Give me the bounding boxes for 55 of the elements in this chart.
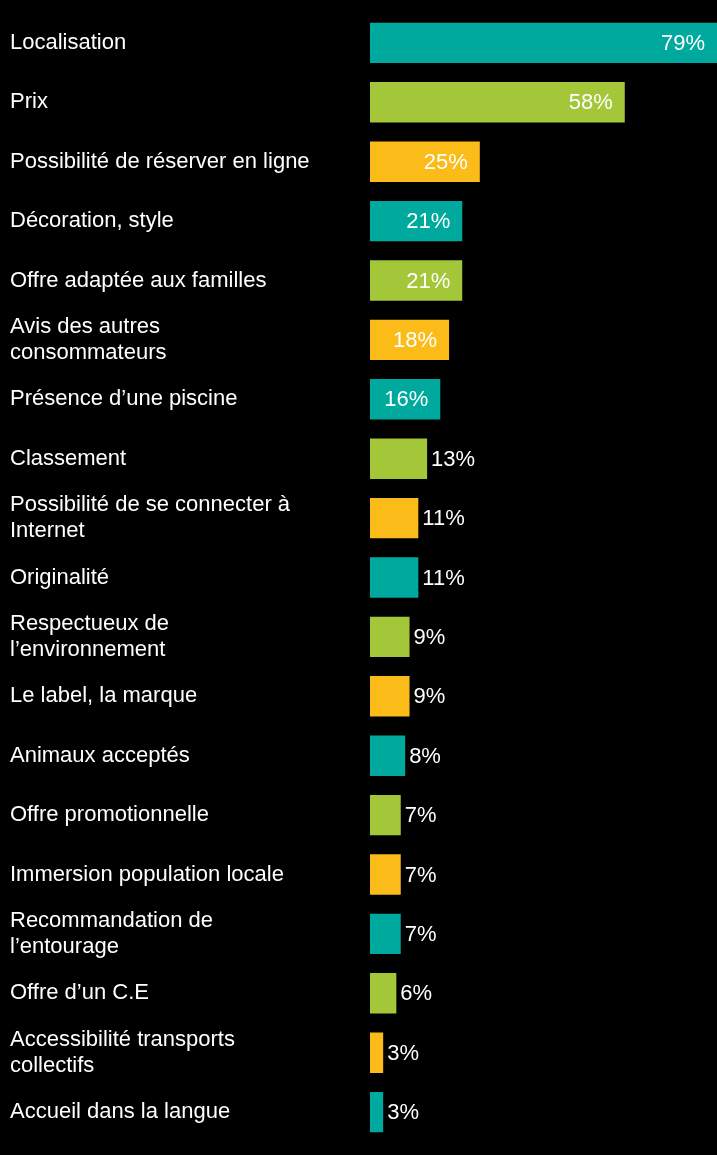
y-tick-label: Offre d’un C.E [10,979,149,1005]
y-tick-label: Immersion population locale [10,860,284,886]
data-label: 18% [393,326,438,352]
bar [370,22,717,64]
y-tick-label: Possibilité de réserver en ligne [10,147,310,173]
y-tick-label: Offre adaptée aux familles [10,266,267,292]
data-label: 13% [431,445,476,471]
bar [370,141,480,182]
bar [370,794,401,836]
y-tick-label: Prix [10,88,48,114]
y-tick-label: Décoration, style [10,207,174,233]
data-label: 79% [660,29,705,55]
y-tick-label: Originalité [10,563,110,589]
bar [370,616,410,658]
y-tick-label: Offre promotionnelle [10,801,209,827]
bar [370,82,625,123]
bar [370,735,406,776]
y-tick-label: Le label, la marque [10,682,198,708]
data-label: 25% [423,148,468,174]
data-label: 3% [387,1099,419,1125]
bar [370,676,410,717]
bar [370,260,463,301]
bar [370,1032,384,1073]
data-label: 58% [568,89,613,115]
bar [370,497,419,539]
y-tick-label: Recommandation de l’entourage [10,906,214,959]
bar [370,557,419,598]
y-tick-label: Accessibilité transports collectifs [10,1025,235,1077]
data-label: 9% [413,623,446,649]
bar [370,438,428,479]
data-label: 7% [404,920,437,946]
data-label: 8% [409,742,441,768]
y-tick-label: Avis des autres consommateurs [10,312,167,365]
y-tick-label: Animaux acceptés [10,741,190,767]
bar [370,973,397,1014]
y-tick-label: Respectueux de l’environnement [10,609,169,662]
bar [370,200,463,242]
data-label: 6% [400,980,433,1006]
data-label: 16% [384,386,429,412]
y-tick-label: Possibilité de se connecter à Internet [10,490,291,543]
y-tick-label: Accueil dans la langue [10,1098,231,1124]
data-label: 7% [404,802,437,828]
bar [370,913,401,955]
y-tick-label: Localisation [10,28,127,54]
data-label: 11% [422,564,465,590]
data-label: 9% [413,683,446,709]
data-label: 3% [387,1039,419,1065]
bar [370,1091,384,1133]
y-tick-label: Présence d’une piscine [10,385,238,411]
data-label: 21% [406,267,451,293]
data-label: 11% [422,505,465,531]
data-label: 7% [404,861,437,887]
data-label: 21% [406,208,451,234]
y-tick-label: Classement [10,444,127,470]
bar [370,854,401,895]
